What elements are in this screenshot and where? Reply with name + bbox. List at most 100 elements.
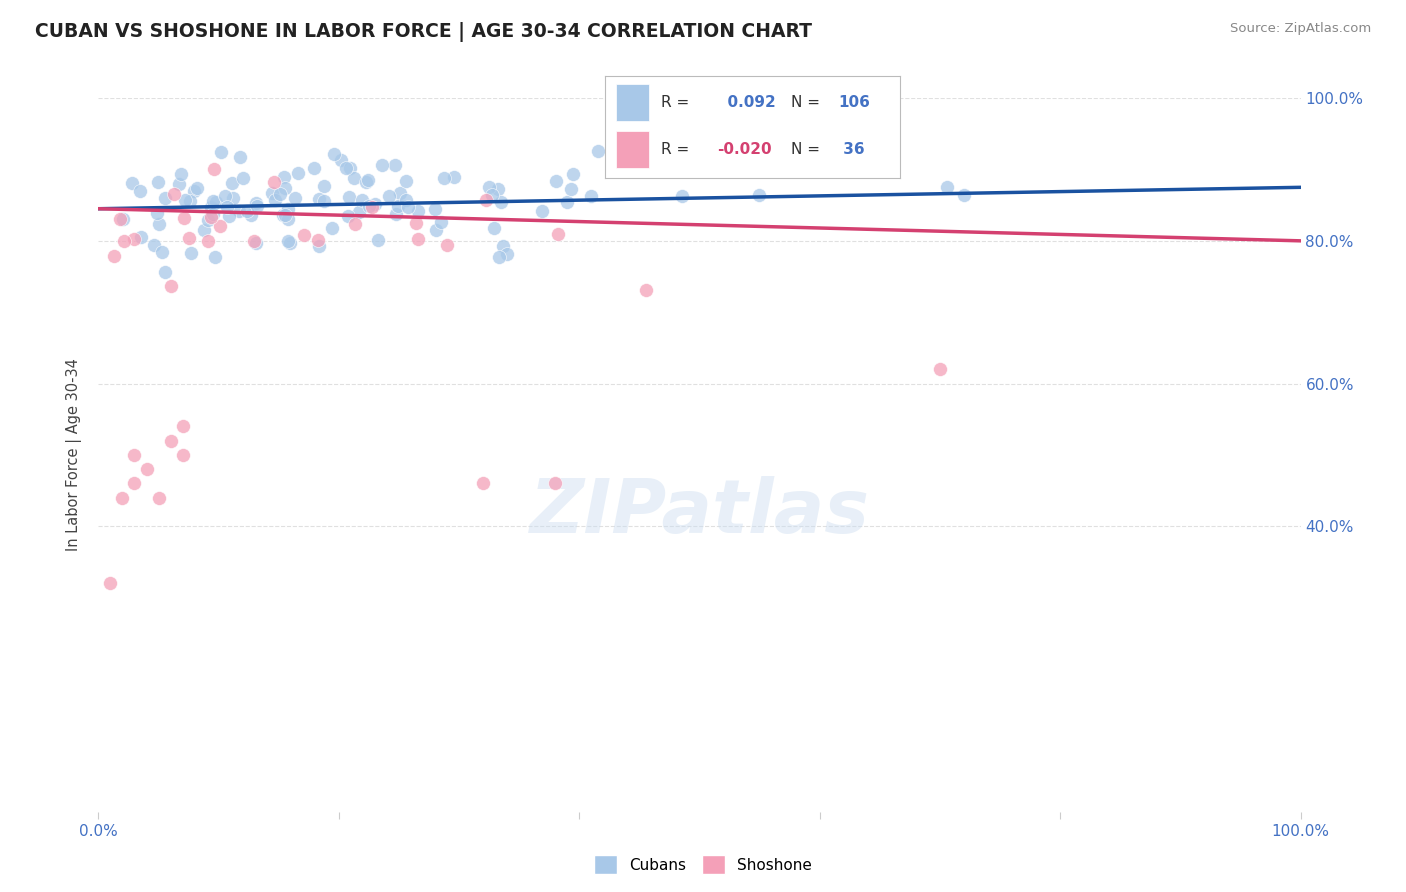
- Point: [405, 216, 427, 230]
- Point: [229, 150, 252, 164]
- Point: [307, 233, 329, 247]
- Point: [143, 237, 166, 252]
- Point: [561, 167, 583, 181]
- Point: [173, 211, 195, 226]
- Point: [172, 448, 194, 462]
- Point: [148, 491, 170, 505]
- Point: [183, 184, 205, 198]
- Legend: Cubans, Shoshone: Cubans, Shoshone: [588, 849, 818, 880]
- Point: [579, 189, 602, 203]
- Point: [209, 219, 232, 234]
- Point: [530, 204, 553, 219]
- Point: [201, 207, 224, 221]
- Point: [350, 193, 373, 207]
- Point: [371, 158, 394, 172]
- Point: [335, 161, 357, 175]
- Point: [478, 180, 501, 194]
- Point: [406, 231, 429, 245]
- Text: -0.020: -0.020: [717, 142, 772, 157]
- Point: [474, 193, 496, 207]
- Point: [150, 245, 173, 260]
- Point: [489, 195, 512, 210]
- Point: [146, 176, 169, 190]
- Point: [378, 189, 401, 203]
- Point: [354, 175, 377, 189]
- Point: [193, 223, 215, 237]
- Bar: [616, 84, 650, 121]
- Point: [172, 419, 194, 434]
- Point: [337, 190, 360, 204]
- Point: [492, 238, 515, 252]
- Point: [245, 195, 267, 210]
- Point: [671, 189, 693, 203]
- Point: [111, 491, 134, 505]
- Point: [363, 197, 385, 211]
- Point: [269, 187, 291, 202]
- Point: [496, 247, 519, 261]
- Point: [560, 182, 582, 196]
- Point: [204, 250, 226, 264]
- Point: [395, 174, 418, 188]
- Point: [292, 227, 315, 242]
- Point: [329, 153, 352, 167]
- Point: [488, 182, 510, 196]
- Point: [343, 171, 366, 186]
- Point: [245, 236, 267, 251]
- Point: [214, 189, 236, 203]
- Point: [277, 202, 299, 217]
- Point: [588, 144, 610, 158]
- Point: [385, 207, 408, 221]
- Point: [121, 176, 143, 190]
- Point: [202, 194, 225, 209]
- Point: [388, 186, 411, 201]
- Point: [179, 194, 201, 209]
- Point: [197, 234, 219, 248]
- Point: [173, 193, 195, 207]
- Point: [308, 192, 330, 206]
- Point: [205, 195, 228, 210]
- Point: [396, 200, 419, 214]
- Text: 0.092: 0.092: [717, 95, 776, 110]
- Point: [112, 234, 135, 248]
- Point: [555, 195, 578, 210]
- Point: [262, 186, 284, 200]
- Point: [162, 186, 184, 201]
- Point: [239, 208, 262, 222]
- Point: [472, 476, 495, 491]
- Point: [278, 235, 301, 250]
- Bar: [616, 131, 650, 168]
- Text: N =: N =: [790, 95, 820, 110]
- Point: [433, 170, 456, 185]
- Point: [108, 211, 131, 226]
- Point: [443, 170, 465, 185]
- Text: N =: N =: [790, 142, 820, 157]
- Point: [347, 205, 370, 219]
- Point: [200, 200, 222, 214]
- Y-axis label: In Labor Force | Age 30-34: In Labor Force | Age 30-34: [66, 359, 83, 551]
- Point: [321, 220, 343, 235]
- Point: [129, 229, 152, 244]
- Point: [337, 209, 360, 223]
- Point: [387, 199, 409, 213]
- Point: [343, 217, 366, 231]
- Point: [221, 176, 243, 190]
- Point: [274, 181, 297, 195]
- Point: [546, 174, 568, 188]
- Point: [124, 476, 146, 491]
- Point: [200, 211, 222, 225]
- Point: [395, 194, 418, 208]
- Point: [481, 187, 503, 202]
- Point: [222, 191, 245, 205]
- Point: [180, 245, 202, 260]
- Text: 106: 106: [838, 95, 870, 110]
- Point: [170, 167, 193, 181]
- Point: [484, 221, 506, 235]
- Point: [273, 169, 295, 184]
- Point: [122, 232, 145, 246]
- Point: [361, 200, 384, 214]
- Point: [264, 193, 287, 207]
- Point: [263, 175, 285, 189]
- Point: [953, 188, 976, 202]
- Point: [155, 264, 177, 278]
- Point: [312, 194, 335, 209]
